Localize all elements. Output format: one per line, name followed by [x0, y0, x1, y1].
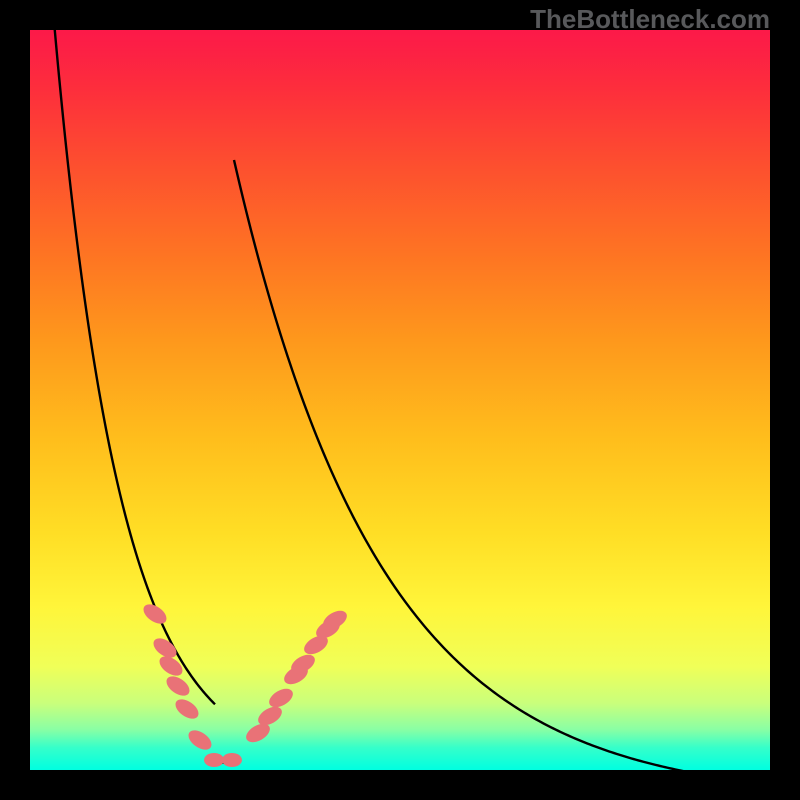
marker-floor — [204, 753, 224, 767]
marker-right — [266, 685, 296, 711]
curves-layer — [0, 0, 800, 800]
watermark-text: TheBottleneck.com — [530, 4, 770, 35]
marker-left — [163, 672, 193, 699]
marker-left — [172, 695, 202, 722]
marker-left — [185, 726, 215, 753]
curve-right — [234, 160, 770, 784]
curve-left — [52, 0, 215, 704]
marker-floor — [222, 753, 242, 767]
chart-canvas: TheBottleneck.com — [0, 0, 800, 800]
